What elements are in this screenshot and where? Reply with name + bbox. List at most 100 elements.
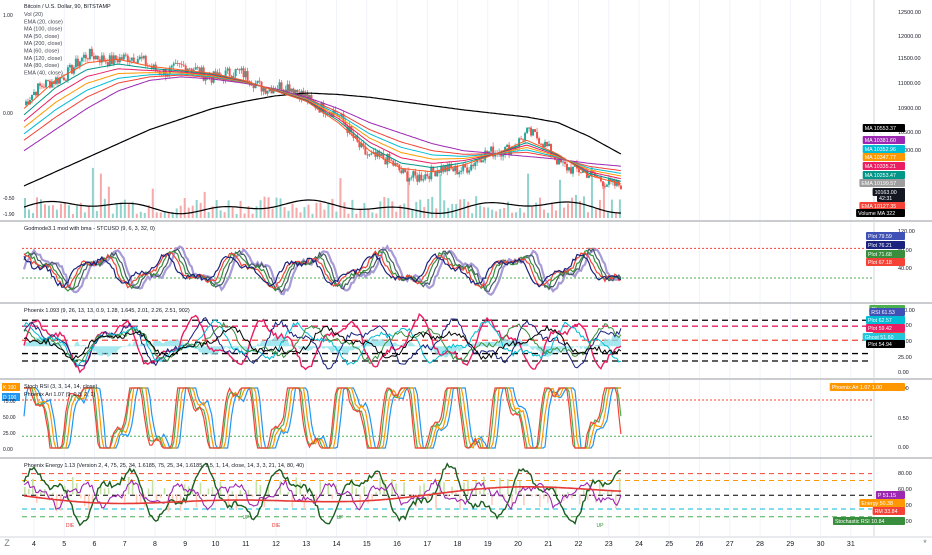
candle-body — [424, 174, 426, 179]
volume-bar — [343, 202, 345, 218]
candle-body — [229, 68, 231, 75]
price-tick-label: 11000.00 — [898, 81, 921, 87]
energy-histogram-bar — [379, 478, 381, 494]
energy-histogram-bar — [539, 494, 541, 507]
candle-body — [572, 167, 574, 174]
volume-bar — [28, 210, 30, 218]
volume-bar — [611, 200, 613, 218]
volume-bar — [567, 204, 569, 218]
energy-histogram-bar — [319, 481, 321, 494]
value-badge-text: P 51.15 — [878, 493, 896, 499]
candle-body — [528, 128, 530, 129]
price-tick-label: 0.00 — [898, 445, 909, 451]
time-tick-label: 22 — [575, 541, 583, 548]
candle-body — [566, 164, 568, 170]
time-tick-label: 18 — [454, 541, 462, 548]
volume-bar — [307, 205, 309, 218]
volume-bar — [184, 198, 186, 218]
energy-histogram-bar — [599, 483, 601, 494]
legend-godmode[interactable]: Godmode3.1 mod with bma - STCUSD (9, 6, … — [24, 226, 155, 232]
candle-body — [502, 155, 504, 157]
candle-body — [608, 179, 610, 185]
energy-histogram-bar — [128, 477, 130, 494]
volume-bar — [479, 206, 481, 218]
price-tick-label: 80.00 — [898, 471, 912, 477]
time-tick-label: 21 — [544, 541, 552, 548]
candle-body — [71, 65, 73, 74]
candle-body — [237, 69, 239, 70]
candle-body — [259, 81, 261, 82]
energy-histogram-bar — [559, 494, 561, 495]
volume-bar — [491, 210, 493, 218]
volume-bar — [527, 174, 529, 218]
signal-marker: UP — [597, 523, 605, 529]
volume-bar — [36, 197, 38, 218]
volume-bar — [327, 203, 329, 218]
volume-bar — [495, 211, 497, 218]
scale-settings-icon[interactable]: * — [918, 536, 932, 550]
legend-energy[interactable]: Phoenix Energy 1.13 (Version 2, 4, 75, 2… — [24, 463, 304, 469]
candle-body — [287, 84, 289, 92]
candle-body — [602, 181, 604, 186]
candle-body — [279, 82, 281, 89]
volume-bar — [32, 213, 34, 218]
value-badge-text: Plot 67.18 — [868, 260, 892, 266]
volume-bar — [208, 212, 210, 218]
volume-bar — [503, 208, 505, 218]
energy-histogram-bar — [399, 494, 401, 497]
volume-bar — [156, 212, 158, 218]
candle-body — [524, 133, 526, 140]
candle-body — [588, 176, 590, 178]
volume-bar — [236, 214, 238, 218]
value-badges-stochrsi[interactable]: Phoenix Ari 1.07 1.00 — [830, 383, 905, 391]
value-badge-text: Plot 71.68 — [868, 252, 892, 258]
volume-bar — [319, 202, 321, 218]
candle-body — [91, 49, 93, 56]
candle-body — [402, 169, 404, 173]
volume-bar — [515, 212, 517, 218]
energy-histogram-bar — [375, 492, 377, 494]
volume-bar — [335, 212, 337, 218]
volume-bar — [303, 207, 305, 218]
energy-histogram-bar — [140, 494, 142, 502]
volume-bar — [359, 210, 361, 218]
pane-godmode[interactable] — [0, 222, 932, 302]
volume-bar — [116, 203, 118, 218]
legend-phoenix[interactable]: Phoenix 1.093 (9, 26, 13, 13, 0.9, 1.28,… — [24, 308, 190, 314]
candle-body — [97, 56, 99, 60]
time-tick-label: 27 — [726, 541, 734, 548]
candle-body — [39, 84, 41, 86]
candle-body — [281, 82, 283, 90]
volume-bar — [523, 213, 525, 218]
pane-phoenix[interactable] — [0, 304, 932, 378]
volume-bar — [232, 207, 234, 218]
volume-bar — [551, 203, 553, 218]
volume-bar — [92, 168, 94, 218]
value-badge-text: MA 10347.77 — [865, 155, 896, 161]
volume-bar — [224, 212, 226, 218]
chart-settings-icon[interactable]: Z — [0, 536, 14, 550]
volume-bar — [220, 210, 222, 218]
candle-body — [89, 49, 91, 59]
volume-bar — [367, 209, 369, 218]
volume-bar — [471, 213, 473, 218]
energy-histogram-bar — [152, 480, 154, 494]
volume-bar — [315, 203, 317, 218]
candle-body — [87, 58, 89, 59]
candle-body — [620, 185, 622, 189]
candle-body — [414, 171, 416, 175]
volume-bar — [68, 205, 70, 218]
energy-histogram-bar — [323, 494, 325, 495]
time-tick-label: 23 — [605, 541, 613, 548]
volume-bar — [128, 203, 130, 218]
pane-subtitle: Phoenix Ari 1.07 (9, 0.8, 2, 1) — [24, 392, 95, 398]
time-tick-label: 26 — [696, 541, 704, 548]
volume-bar — [583, 196, 585, 218]
energy-histogram-bar — [459, 494, 461, 510]
left-scale-label: 0.00 — [3, 111, 13, 117]
candle-body — [45, 80, 47, 87]
